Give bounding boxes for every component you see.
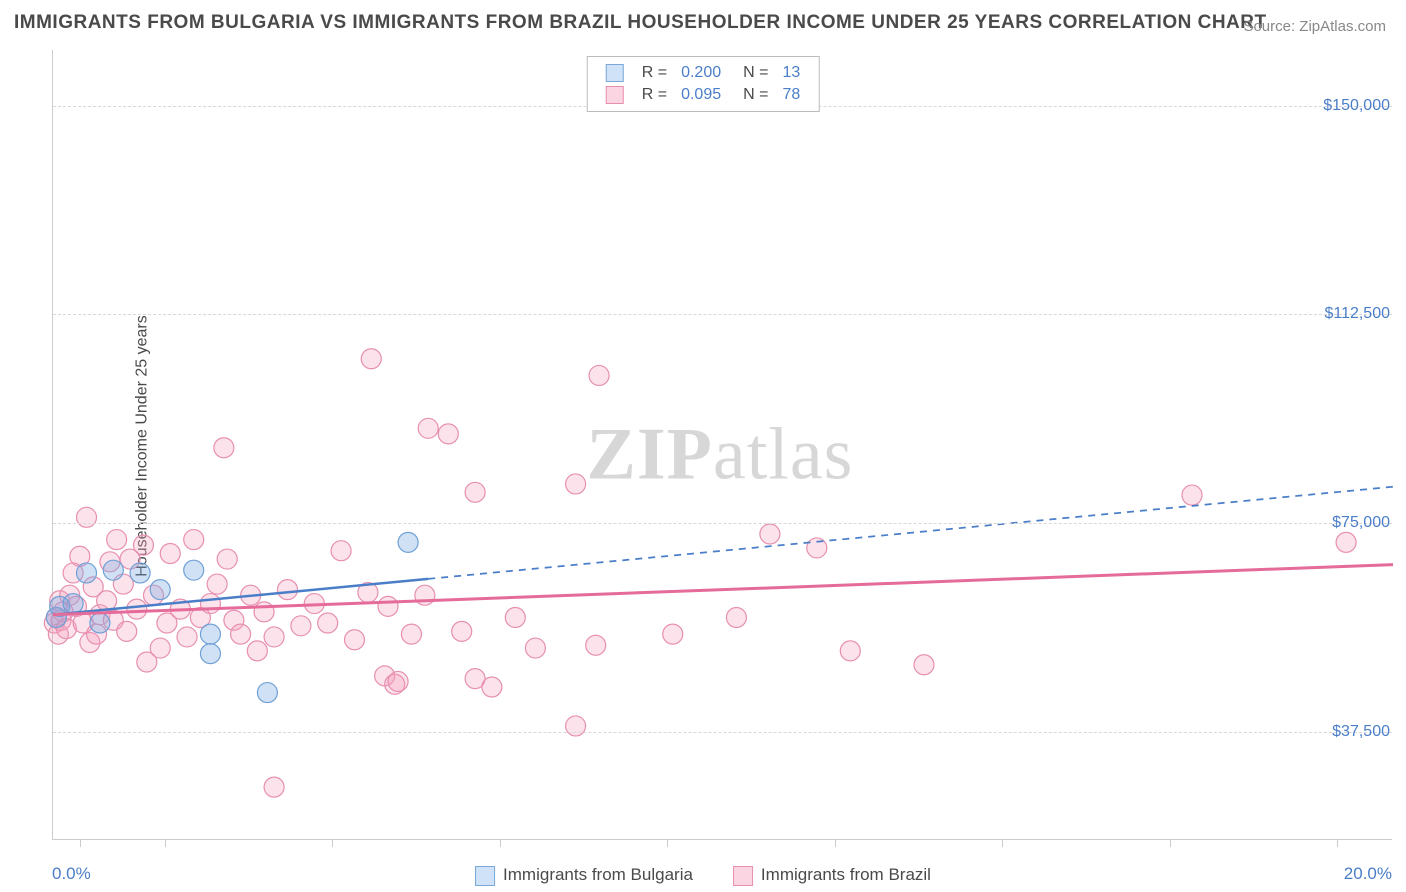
data-point: [726, 607, 746, 627]
x-tick: [667, 839, 668, 847]
gridline: [53, 523, 1392, 524]
data-point: [200, 624, 220, 644]
data-point: [264, 627, 284, 647]
legend-item: Immigrants from Brazil: [733, 865, 931, 886]
legend-swatch: [733, 866, 753, 886]
data-point: [254, 602, 274, 622]
data-point: [361, 349, 381, 369]
chart-svg: [53, 50, 1392, 839]
data-point: [398, 532, 418, 552]
legend-swatch: [475, 866, 495, 886]
data-point: [1182, 485, 1202, 505]
x-tick: [332, 839, 333, 847]
legend-label: Immigrants from Bulgaria: [503, 865, 693, 884]
legend-r-value: 0.095: [675, 85, 727, 105]
data-point: [200, 644, 220, 664]
data-point: [586, 635, 606, 655]
data-point: [184, 560, 204, 580]
y-tick-label: $150,000: [1323, 97, 1390, 115]
data-point: [1336, 532, 1356, 552]
stats-legend: R =0.200N =13 R =0.095N =78: [587, 56, 820, 112]
y-tick-label: $75,000: [1332, 514, 1390, 532]
data-point: [331, 541, 351, 561]
trend-line-dashed: [428, 487, 1393, 579]
x-tick: [1337, 839, 1338, 847]
data-point: [482, 677, 502, 697]
chart-title: IMMIGRANTS FROM BULGARIA VS IMMIGRANTS F…: [14, 12, 1267, 34]
data-point: [663, 624, 683, 644]
data-point: [150, 580, 170, 600]
data-point: [77, 507, 97, 527]
data-point: [566, 474, 586, 494]
x-tick: [835, 839, 836, 847]
data-point: [160, 543, 180, 563]
x-axis-min-label: 0.0%: [52, 864, 91, 884]
data-point: [133, 535, 153, 555]
legend-swatch: [606, 64, 624, 82]
legend-n-label: N =: [729, 85, 774, 105]
x-tick: [500, 839, 501, 847]
data-point: [231, 624, 251, 644]
data-point: [566, 716, 586, 736]
data-point: [525, 638, 545, 658]
data-point: [103, 560, 123, 580]
data-point: [264, 777, 284, 797]
data-point: [90, 613, 110, 633]
legend-r-value: 0.200: [675, 63, 727, 83]
x-tick: [165, 839, 166, 847]
data-point: [184, 530, 204, 550]
y-tick-label: $112,500: [1324, 305, 1390, 323]
x-tick: [1170, 839, 1171, 847]
data-point: [63, 594, 83, 614]
x-tick: [1002, 839, 1003, 847]
legend-r-label: R =: [636, 85, 673, 105]
data-point: [291, 616, 311, 636]
legend-n-label: N =: [729, 63, 774, 83]
data-point: [117, 621, 137, 641]
data-point: [77, 563, 97, 583]
data-point: [150, 638, 170, 658]
data-point: [465, 482, 485, 502]
data-point: [278, 580, 298, 600]
legend-n-value: 13: [776, 63, 806, 83]
legend-swatch: [606, 86, 624, 104]
data-point: [130, 563, 150, 583]
y-tick-label: $37,500: [1332, 723, 1390, 741]
data-point: [177, 627, 197, 647]
data-point: [318, 613, 338, 633]
source-attribution: Source: ZipAtlas.com: [1243, 18, 1386, 35]
plot-area: [52, 50, 1392, 840]
data-point: [452, 621, 472, 641]
series-legend: Immigrants from Bulgaria Immigrants from …: [475, 865, 931, 886]
data-point: [345, 630, 365, 650]
data-point: [505, 607, 525, 627]
data-point: [214, 438, 234, 458]
data-point: [257, 683, 277, 703]
data-point: [388, 671, 408, 691]
data-point: [760, 524, 780, 544]
data-point: [418, 418, 438, 438]
data-point: [207, 574, 227, 594]
data-point: [401, 624, 421, 644]
data-point: [840, 641, 860, 661]
x-axis-max-label: 20.0%: [1344, 864, 1392, 884]
x-tick: [80, 839, 81, 847]
data-point: [589, 365, 609, 385]
data-point: [247, 641, 267, 661]
data-point: [217, 549, 237, 569]
gridline: [53, 314, 1392, 315]
data-point: [127, 599, 147, 619]
legend-item: Immigrants from Bulgaria: [475, 865, 693, 886]
gridline: [53, 732, 1392, 733]
legend-n-value: 78: [776, 85, 806, 105]
legend-r-label: R =: [636, 63, 673, 83]
data-point: [914, 655, 934, 675]
data-point: [107, 530, 127, 550]
data-point: [378, 596, 398, 616]
data-point: [438, 424, 458, 444]
legend-label: Immigrants from Brazil: [761, 865, 931, 884]
